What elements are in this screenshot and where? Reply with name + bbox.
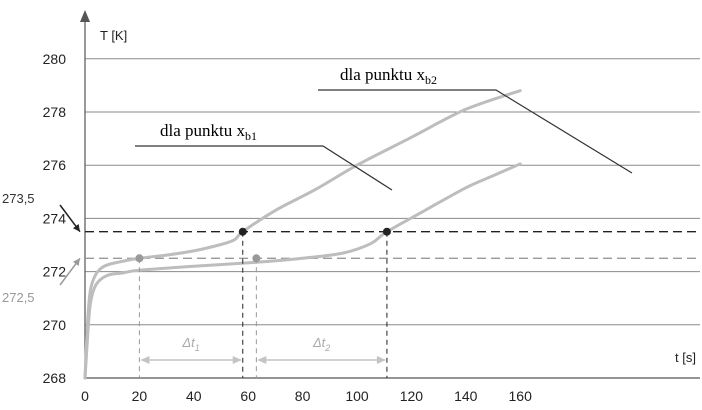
marker-layer: [135, 227, 391, 378]
data-point-marker: [382, 227, 391, 236]
series-layer: [83, 89, 522, 380]
x-axis-label: t [s]: [675, 350, 696, 365]
reference-line-label: 273,5: [2, 191, 35, 206]
x-tick-label: 100: [345, 388, 369, 404]
y-tick-label: 274: [43, 210, 67, 226]
interval-label-1: Δt1: [181, 335, 199, 353]
y-axis-label: T [K]: [100, 28, 127, 43]
interval-label-2: Δt2: [312, 335, 330, 353]
data-point-marker: [252, 254, 261, 263]
x-tick-label: 80: [295, 388, 311, 404]
callout-label-1: dla punktu xb1: [160, 121, 257, 143]
reference-line-label: 272,5: [2, 290, 35, 305]
y-tick-label: 276: [43, 157, 67, 173]
x-tick-label: 120: [400, 388, 424, 404]
x-tick-label: 0: [81, 388, 89, 404]
x-tick-label: 160: [509, 388, 533, 404]
y-tick-label: 280: [43, 51, 67, 67]
callout-leader-1: [135, 145, 393, 191]
callout-leader-2: [318, 89, 633, 174]
data-point-marker: [135, 254, 144, 263]
interval-arrow-head: [140, 356, 150, 364]
callout-label-2: dla punktu xb2: [340, 65, 437, 87]
x-tick-label: 60: [240, 388, 256, 404]
reference-arrow-head: [73, 258, 80, 267]
x-tick-label: 140: [454, 388, 478, 404]
interval-arrow-head: [257, 356, 267, 364]
series-line-1: [83, 89, 522, 380]
y-tick-label: 278: [43, 104, 67, 120]
reference-arrow-head: [73, 223, 80, 232]
y-tick-label: 270: [43, 317, 67, 333]
y-axis-arrow: [80, 10, 90, 22]
interval-arrow-head: [232, 356, 242, 364]
data-point-marker: [238, 227, 247, 236]
axis-layer: 268 270 272 274 276 278 280 0 20 40 60 80 100 120 140 1…: [43, 10, 700, 404]
annotation-layer: Δt1 Δt2 dla punktu xb1 dla punktu xb2: [135, 65, 633, 364]
interval-arrow-head: [376, 356, 386, 364]
reference-lines: 273,5 272,5: [2, 191, 700, 305]
x-tick-label: 20: [132, 388, 148, 404]
x-tick-label: 40: [186, 388, 202, 404]
y-tick-label: 268: [43, 370, 67, 386]
grid-layer: [85, 58, 700, 326]
y-tick-label: 272: [43, 264, 67, 280]
